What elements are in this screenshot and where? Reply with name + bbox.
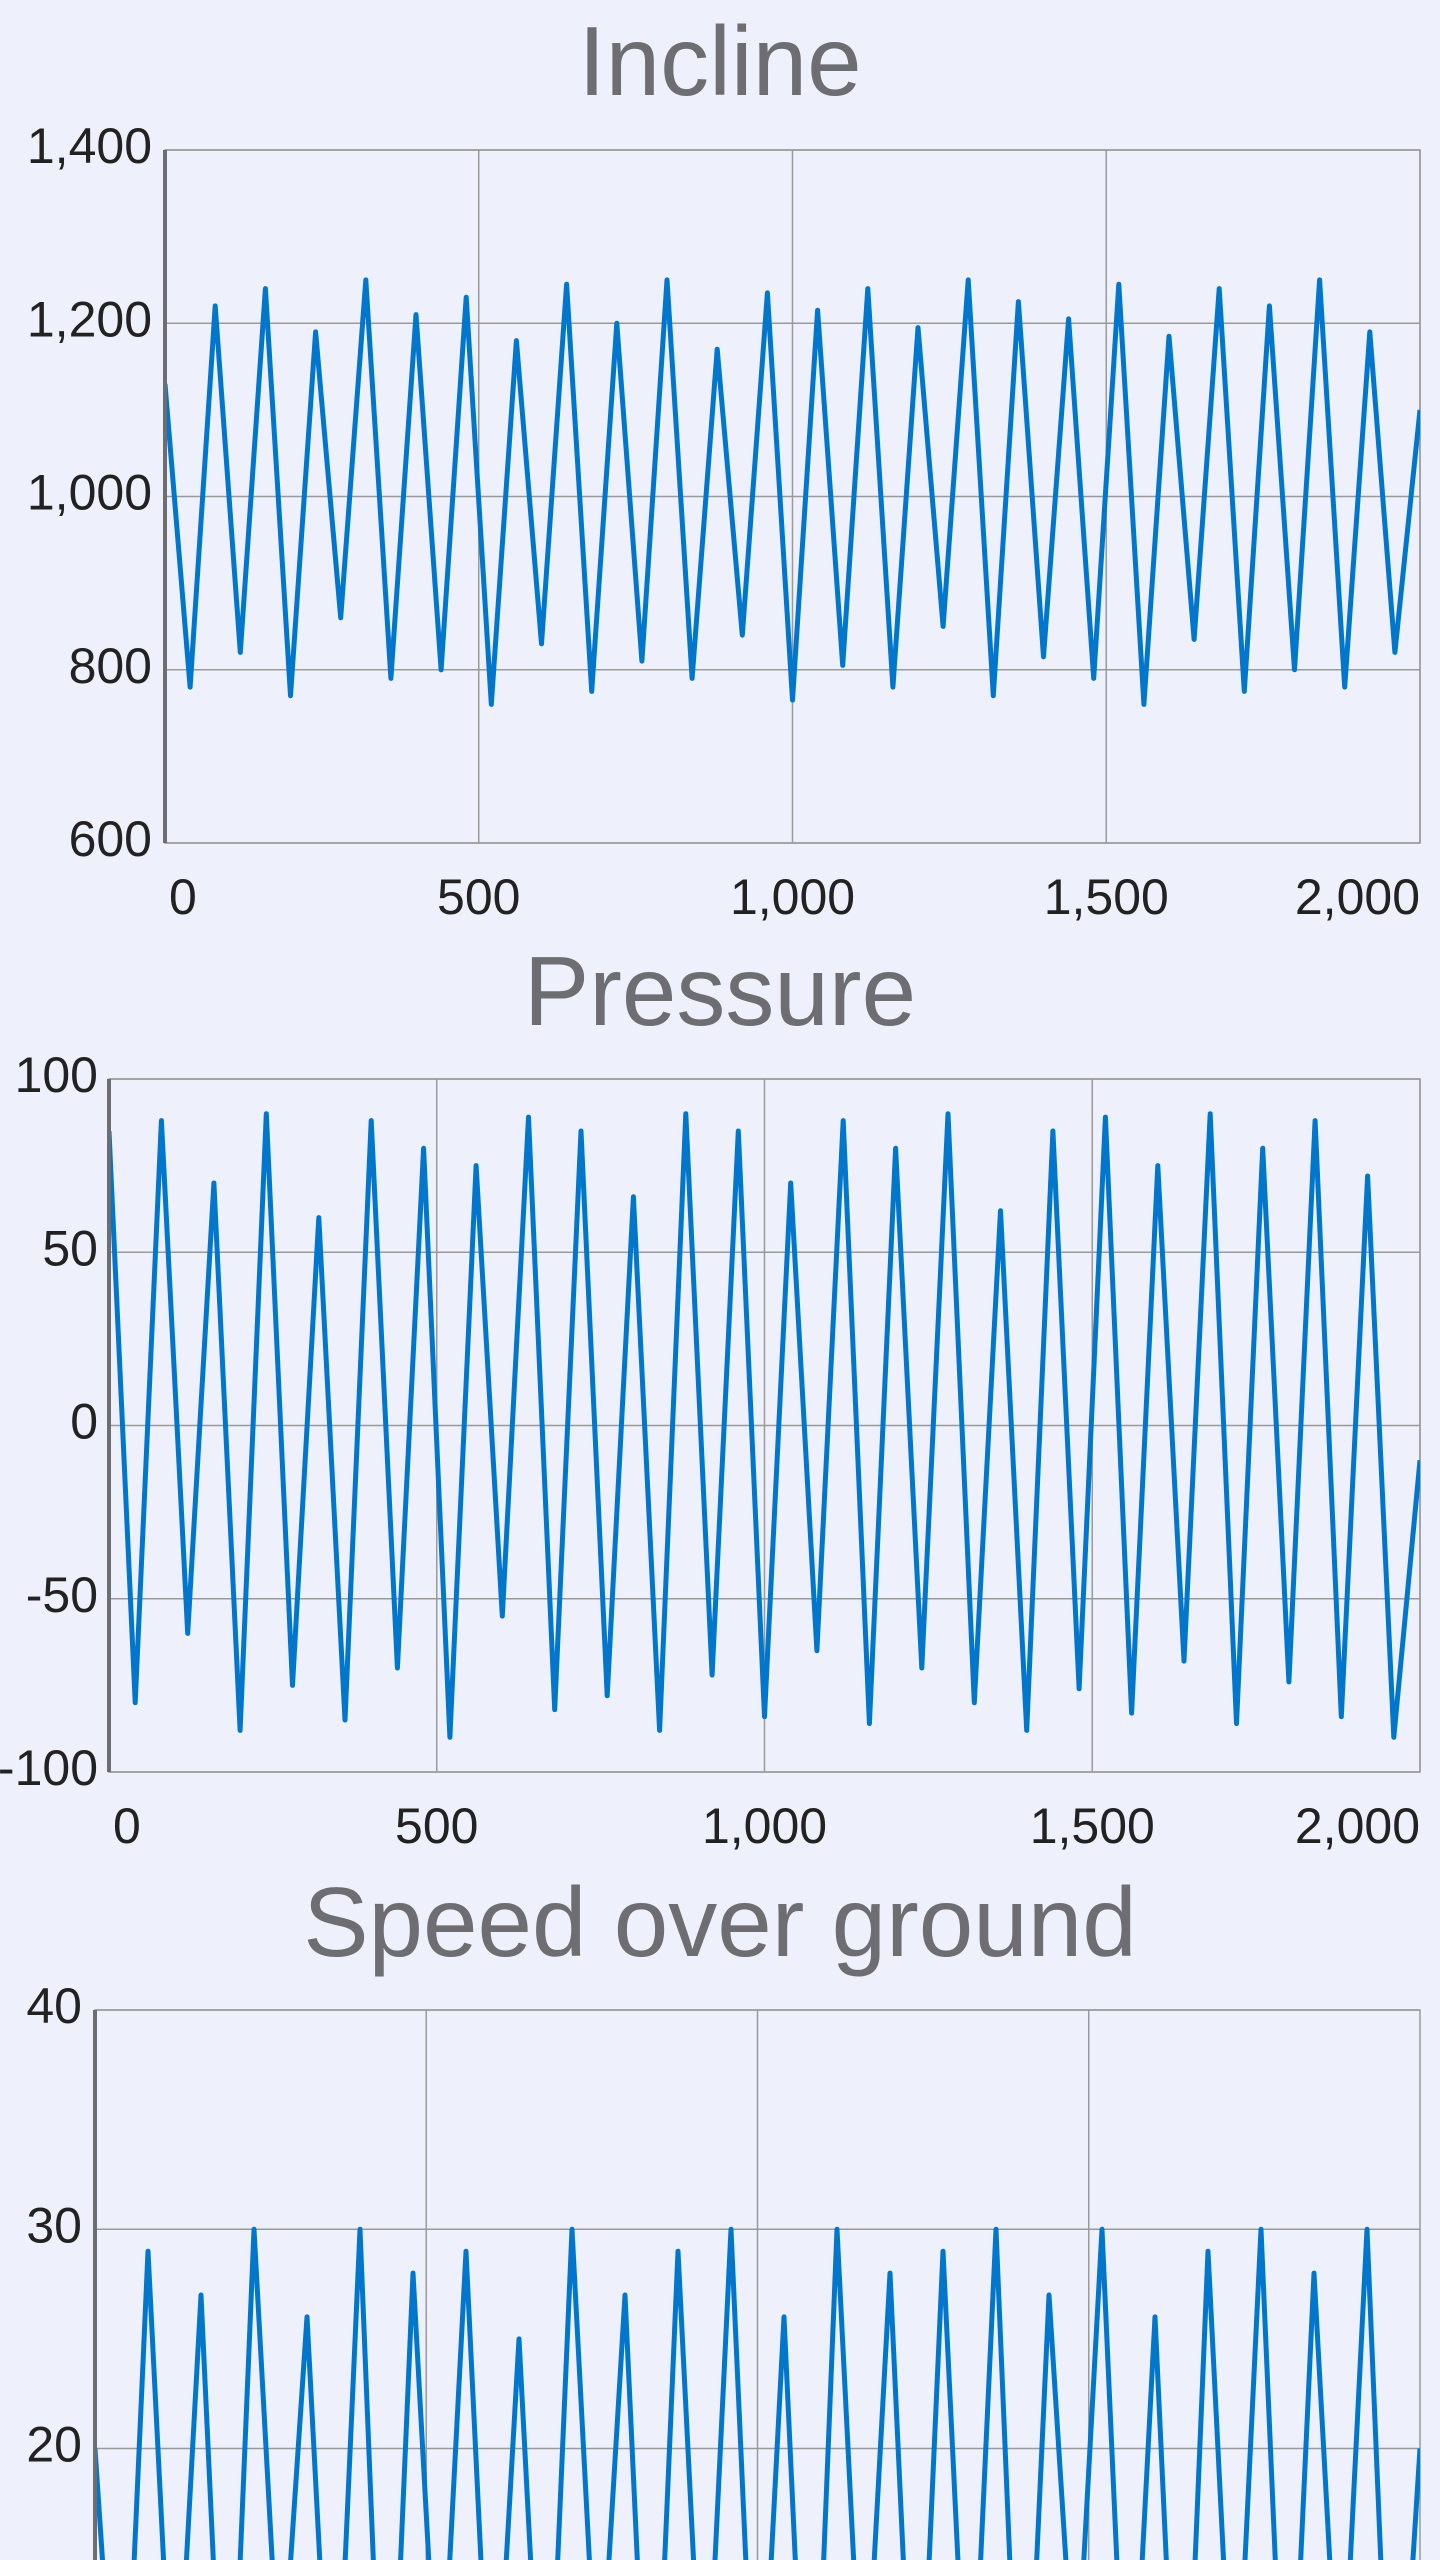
x-tick-label: 500 (437, 869, 520, 925)
y-tick-label: 1,000 (27, 465, 152, 521)
y-tick-label: 1,400 (27, 118, 152, 174)
x-tick-label: 0 (113, 1798, 141, 1854)
chart-title: Pressure (524, 936, 916, 1046)
chart-title: Speed over ground (303, 1867, 1137, 1977)
x-tick-label: 0 (169, 869, 197, 925)
y-tick-label: 30 (26, 2197, 82, 2253)
y-tick-label: 1,200 (27, 291, 152, 347)
plot-clip (109, 1111, 1420, 1740)
data-line (165, 277, 1420, 707)
data-line (95, 2226, 1420, 2560)
plot-clip (95, 2226, 1420, 2560)
y-tick-label: 100 (15, 1047, 98, 1103)
chart-title: Incline (578, 6, 861, 116)
x-tick-label: 2,000 (1295, 1798, 1420, 1854)
x-tick-label: 500 (395, 1798, 478, 1854)
y-tick-label: 50 (42, 1220, 98, 1276)
plot-clip (165, 277, 1420, 707)
x-tick-label: 1,000 (702, 1798, 827, 1854)
y-tick-label: 800 (69, 638, 152, 694)
y-tick-label: 600 (69, 811, 152, 867)
y-tick-label: -100 (0, 1740, 98, 1796)
y-tick-label: -50 (26, 1567, 98, 1623)
data-line (109, 1111, 1420, 1740)
x-tick-label: 1,500 (1044, 869, 1169, 925)
x-tick-label: 1,500 (1030, 1798, 1155, 1854)
y-tick-label: 40 (26, 1978, 82, 2034)
y-tick-label: 0 (70, 1394, 98, 1450)
x-tick-label: 1,000 (730, 869, 855, 925)
y-tick-label: 20 (26, 2417, 82, 2473)
x-tick-label: 2,000 (1295, 869, 1420, 925)
